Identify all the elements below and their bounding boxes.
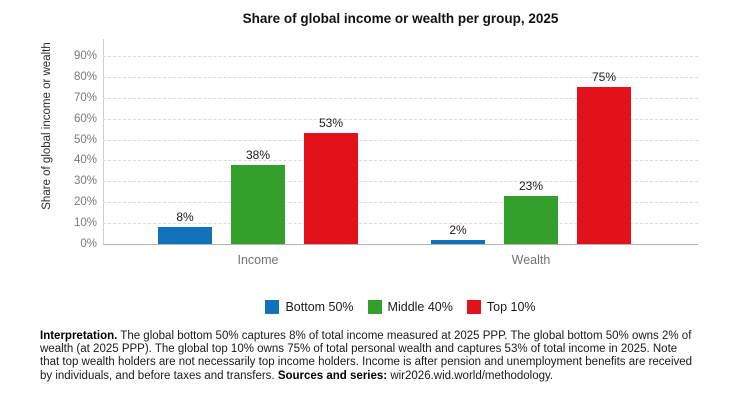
caption-bold-text: Sources and series: bbox=[277, 369, 388, 382]
y-tick-label: 20% bbox=[73, 196, 97, 209]
bar-wealth-top-10 bbox=[577, 87, 631, 244]
gridline bbox=[103, 202, 698, 204]
legend-swatch-icon bbox=[466, 300, 481, 314]
y-tick-label: 40% bbox=[73, 154, 97, 167]
legend-label: Bottom 50% bbox=[285, 300, 354, 314]
bar-value-label: 75% bbox=[591, 70, 617, 85]
caption-text: The global bottom 50% captures 8% of tot… bbox=[40, 330, 693, 382]
y-tick-label: 50% bbox=[73, 133, 97, 146]
bar-value-label: 38% bbox=[245, 147, 271, 162]
bar-income-bottom-50 bbox=[158, 227, 212, 244]
legend-item-bottom-50: Bottom 50% bbox=[265, 300, 354, 314]
category-label-wealth: Wealth bbox=[511, 253, 551, 267]
y-tick-label: 80% bbox=[73, 70, 97, 83]
bar-wealth-middle-40 bbox=[504, 195, 558, 244]
y-axis-line bbox=[103, 39, 104, 244]
legend-item-top-10: Top 10% bbox=[466, 300, 536, 314]
y-axis-label: Share of global income or wealth bbox=[41, 42, 53, 210]
caption-text: wir2026.wid.world/methodology. bbox=[387, 369, 554, 382]
bar-income-middle-40 bbox=[231, 164, 285, 244]
y-tick-label: 70% bbox=[73, 91, 97, 104]
gridline bbox=[103, 97, 698, 99]
caption-bold-text: Interpretation. bbox=[40, 330, 118, 342]
caption: Interpretation. The global bottom 50% ca… bbox=[40, 330, 698, 383]
gridline bbox=[103, 118, 698, 120]
chart-title: Share of global income or wealth per gro… bbox=[242, 11, 559, 26]
x-axis-line bbox=[103, 244, 698, 245]
y-tick-label: 30% bbox=[73, 175, 97, 188]
y-tick-label: 60% bbox=[73, 112, 97, 125]
category-label-income: Income bbox=[237, 253, 279, 267]
bar-value-label: 8% bbox=[176, 210, 194, 225]
y-tick-label: 90% bbox=[73, 50, 97, 62]
legend-swatch-icon bbox=[367, 300, 382, 314]
gridline bbox=[103, 181, 698, 183]
legend-swatch-icon bbox=[265, 300, 280, 314]
bar-value-label: 23% bbox=[518, 178, 544, 193]
y-tick-label: 10% bbox=[73, 217, 97, 230]
bar-wealth-bottom-50 bbox=[431, 239, 485, 244]
gridline bbox=[103, 160, 698, 162]
legend-label: Top 10% bbox=[486, 300, 536, 314]
legend: Bottom 50% Middle 40% Top 10% bbox=[103, 300, 698, 314]
bar-value-label: 2% bbox=[449, 222, 467, 237]
gridline bbox=[103, 223, 698, 225]
gridline bbox=[103, 56, 698, 57]
legend-label: Middle 40% bbox=[387, 300, 453, 314]
y-tick-label: 0% bbox=[80, 238, 97, 250]
gridline bbox=[103, 139, 698, 141]
bar-value-label: 53% bbox=[318, 116, 344, 131]
bar-income-top-10 bbox=[304, 133, 358, 244]
legend-item-middle-40: Middle 40% bbox=[367, 300, 453, 314]
gridline bbox=[103, 76, 698, 78]
